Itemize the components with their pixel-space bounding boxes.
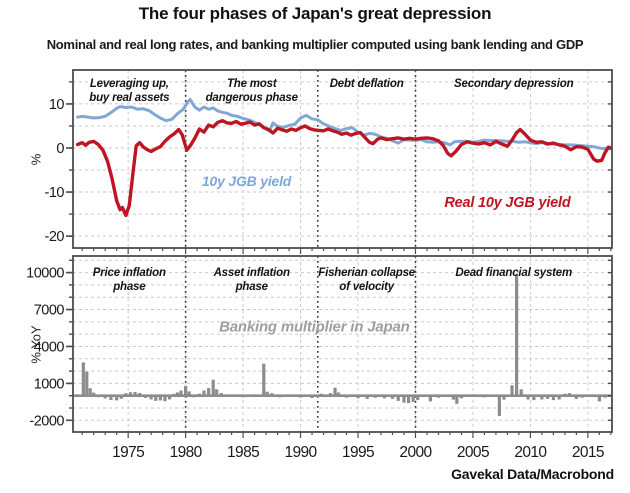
y-tick-label: 10000 bbox=[26, 266, 64, 282]
series-legend-label: 10y JGB yield bbox=[202, 173, 292, 189]
real-jgb-yield-line bbox=[75, 118, 613, 218]
phase-label: Dead financial system bbox=[455, 267, 572, 279]
x-tick-label: 2015 bbox=[572, 444, 604, 461]
top-panel: 10 0 -10 -20 Leveraging up, buy real assets Th… bbox=[45, 69, 613, 254]
source-attribution: Gavekal Data/Macrobond bbox=[451, 466, 614, 482]
banking-multiplier-bars bbox=[81, 275, 607, 416]
phase-label: Price inflation bbox=[93, 267, 166, 279]
phase-label: Fisherian collapse bbox=[318, 267, 416, 279]
series-legend-label: Banking multiplier in Japan bbox=[219, 319, 410, 336]
page-subtitle: Nominal and real long rates, and banking… bbox=[46, 37, 584, 52]
page-title: The four phases of Japan's great depress… bbox=[138, 4, 492, 23]
y-tick-label: 7000 bbox=[34, 303, 65, 319]
x-tick-label: 1995 bbox=[342, 444, 374, 461]
bottom-panel: 10000 7000 4000 1000 -2000 Price inflation pha… bbox=[26, 255, 613, 438]
phase-label: buy real assets bbox=[89, 92, 169, 104]
y-tick-label: 1000 bbox=[34, 376, 65, 392]
phase-label: Leveraging up, bbox=[90, 78, 169, 90]
x-tick-label: 2005 bbox=[457, 444, 489, 461]
phase-label: phase bbox=[112, 281, 146, 293]
top-y-axis-unit-label: % bbox=[28, 153, 44, 166]
x-axis-labels: 1975 1980 1985 1990 1995 2000 2005 2010 2015 bbox=[112, 444, 604, 461]
y-tick-label: 0 bbox=[56, 141, 64, 157]
y-tick-label: 10 bbox=[49, 97, 65, 113]
x-tick-label: 1980 bbox=[170, 444, 203, 461]
y-tick-label: -10 bbox=[45, 185, 65, 201]
phase-label: dangerous phase bbox=[206, 92, 299, 104]
x-tick-label: 1985 bbox=[227, 444, 259, 461]
x-tick-label: 1990 bbox=[285, 444, 318, 461]
x-tick-label: 2000 bbox=[399, 444, 432, 461]
series-legend-label: Real 10y JGB yield bbox=[444, 195, 572, 211]
bottom-y-axis-unit-label: % YoY bbox=[28, 325, 44, 364]
x-tick-label: 1975 bbox=[112, 444, 144, 461]
phase-label: Secondary depression bbox=[454, 78, 574, 90]
phase-label: phase bbox=[235, 281, 269, 293]
y-tick-label: -20 bbox=[45, 229, 65, 245]
x-tick-label: 2010 bbox=[514, 444, 547, 461]
phase-label: Debt deflation bbox=[330, 78, 404, 90]
phase-label: The most bbox=[227, 78, 278, 90]
y-tick-label: 4000 bbox=[34, 339, 65, 355]
phase-label: of velocity bbox=[339, 281, 394, 293]
y-tick-label: -2000 bbox=[29, 413, 64, 429]
jgb-yield-line bbox=[76, 98, 613, 151]
phase-label: Asset inflation bbox=[213, 267, 290, 279]
